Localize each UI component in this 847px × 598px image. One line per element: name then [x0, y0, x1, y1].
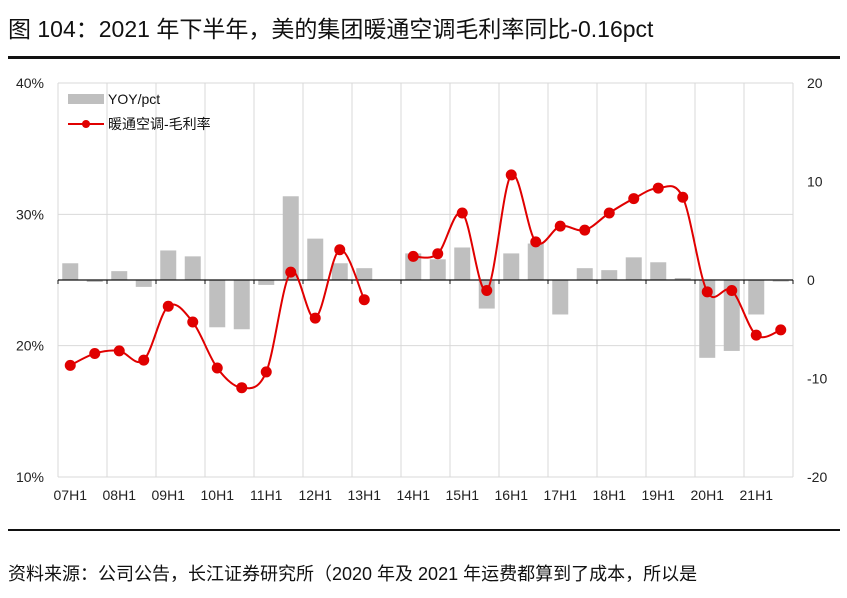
line-point — [309, 312, 321, 324]
right-tick-label: 0 — [807, 272, 815, 288]
legend-label-line: 暖通空调-毛利率 — [108, 116, 211, 132]
legend-label-bar: YOY/pct — [108, 91, 160, 107]
bar-yoy — [650, 262, 667, 280]
bar-yoy — [699, 280, 716, 358]
source-note: 资料来源：公司公告，长江证券研究所（2020 年及 2021 年运费都算到了成本… — [8, 564, 698, 584]
x-tick-label: 09H1 — [152, 487, 186, 503]
right-tick-label: -20 — [807, 469, 827, 485]
bar-yoy — [62, 263, 79, 280]
line-point — [750, 329, 762, 341]
bar-yoy — [454, 247, 471, 280]
bar-yoy — [748, 280, 765, 315]
x-tick-label: 08H1 — [103, 487, 137, 503]
bar-yoy — [160, 250, 177, 280]
figure-title: 图 104：2021 年下半年，美的集团暖通空调毛利率同比-0.16pct — [8, 16, 654, 42]
bar-yoy — [209, 280, 226, 328]
bottom-rule — [8, 529, 840, 531]
bar-yoy — [135, 280, 152, 287]
line-point — [138, 354, 150, 366]
line-point — [236, 382, 248, 394]
bar-yoy — [233, 280, 250, 330]
line-point — [285, 266, 297, 278]
left-tick-label: 20% — [16, 338, 44, 354]
right-tick-label: 20 — [807, 75, 823, 91]
x-tick-label: 14H1 — [397, 487, 431, 503]
line-point — [211, 362, 223, 374]
bar-yoy — [258, 280, 275, 285]
x-tick-label: 16H1 — [495, 487, 529, 503]
x-tick-label: 10H1 — [201, 487, 235, 503]
x-tick-label: 21H1 — [740, 487, 774, 503]
bar-yoy — [429, 259, 446, 280]
bar-yoy — [86, 280, 103, 282]
line-point — [628, 193, 640, 205]
line-point — [579, 224, 591, 236]
bar-yoy — [282, 196, 299, 280]
bar-yoy — [576, 268, 593, 280]
x-tick-label: 12H1 — [299, 487, 333, 503]
bar-yoy — [307, 238, 324, 280]
x-tick-label: 18H1 — [593, 487, 627, 503]
bar-yoy — [772, 280, 789, 282]
x-tick-label: 15H1 — [446, 487, 480, 503]
bar-yoy — [503, 253, 520, 280]
line-point — [677, 191, 689, 203]
legend-swatch-marker — [82, 120, 90, 128]
line-point — [432, 248, 444, 260]
line-point — [260, 366, 272, 378]
right-tick-label: 10 — [807, 174, 823, 190]
x-tick-label: 11H1 — [250, 487, 283, 503]
line-point — [505, 169, 517, 181]
line-point — [652, 182, 664, 194]
line-point — [701, 286, 713, 298]
line-point — [554, 220, 566, 232]
line-point — [334, 244, 346, 256]
line-point — [113, 345, 125, 357]
line-point — [775, 324, 787, 336]
bar-yoy — [184, 256, 201, 280]
line-point — [187, 316, 199, 328]
line-point — [358, 294, 370, 306]
right-tick-label: -10 — [807, 371, 827, 387]
line-point — [162, 300, 174, 312]
x-tick-label: 19H1 — [642, 487, 676, 503]
bar-yoy — [331, 263, 348, 280]
line-point — [603, 207, 615, 219]
left-tick-label: 10% — [16, 469, 44, 485]
bar-yoy — [356, 268, 373, 280]
bar-yoy — [625, 257, 642, 280]
x-tick-label: 20H1 — [691, 487, 725, 503]
bar-yoy — [674, 278, 691, 280]
bar-yoy — [111, 271, 128, 280]
bar-yoy — [552, 280, 569, 315]
x-tick-label: 17H1 — [544, 487, 578, 503]
bar-yoy — [527, 243, 544, 280]
line-point — [481, 285, 493, 297]
line-point — [407, 250, 419, 262]
left-tick-label: 40% — [16, 75, 44, 91]
top-rule — [8, 56, 840, 59]
line-point — [726, 285, 738, 297]
x-tick-label: 07H1 — [54, 487, 88, 503]
line-point — [456, 207, 468, 219]
line-point — [530, 236, 542, 248]
bar-yoy — [601, 270, 618, 280]
x-tick-label: 13H1 — [348, 487, 382, 503]
line-point — [89, 348, 101, 360]
legend-swatch-bar — [68, 94, 104, 104]
left-tick-label: 30% — [16, 206, 44, 222]
line-point — [64, 359, 76, 371]
